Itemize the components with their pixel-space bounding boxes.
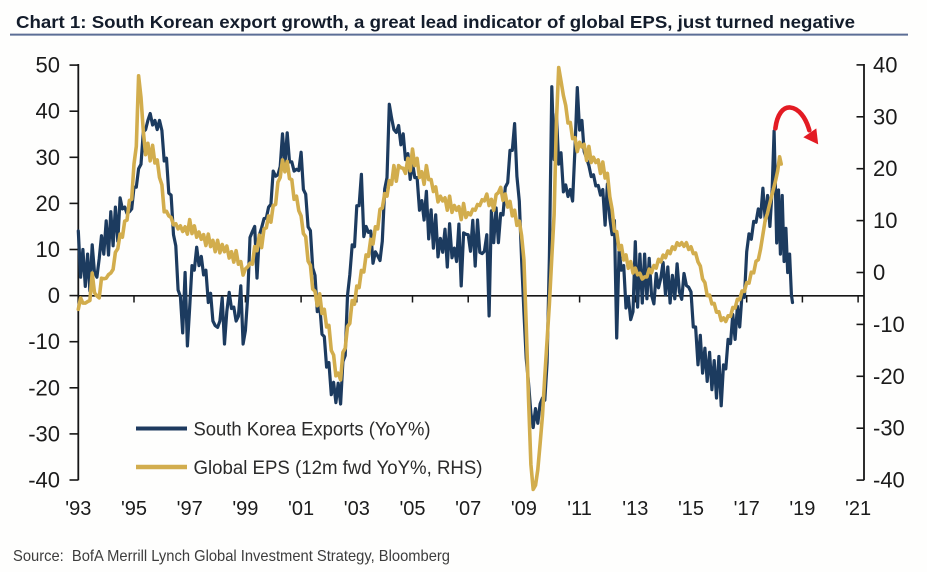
- svg-text:50: 50: [36, 53, 60, 78]
- svg-text:'95: '95: [121, 498, 147, 520]
- svg-text:'21: '21: [845, 498, 871, 520]
- svg-text:'05: '05: [399, 498, 425, 520]
- svg-text:'07: '07: [455, 498, 481, 520]
- svg-text:10: 10: [873, 208, 897, 233]
- svg-text:0: 0: [873, 260, 885, 285]
- svg-text:'97: '97: [177, 498, 203, 520]
- svg-text:South Korea Exports (YoY%): South Korea Exports (YoY%): [194, 419, 431, 441]
- svg-text:-30: -30: [28, 421, 60, 446]
- svg-text:'99: '99: [232, 498, 258, 520]
- svg-text:-10: -10: [873, 312, 905, 337]
- svg-text:Global EPS (12m fwd YoY%, RHS): Global EPS (12m fwd YoY%, RHS): [194, 457, 483, 479]
- svg-text:'15: '15: [678, 498, 704, 520]
- svg-text:-20: -20: [28, 375, 60, 400]
- svg-text:'19: '19: [789, 498, 815, 520]
- svg-text:-40: -40: [28, 468, 60, 493]
- svg-text:0: 0: [48, 283, 60, 308]
- svg-text:-10: -10: [28, 329, 60, 354]
- svg-text:Chart 1: South Korean export g: Chart 1: South Korean export growth, a g…: [16, 12, 855, 32]
- svg-text:'03: '03: [344, 498, 370, 520]
- svg-text:20: 20: [36, 191, 60, 216]
- svg-text:'01: '01: [288, 498, 314, 520]
- svg-text:40: 40: [36, 99, 60, 124]
- svg-text:40: 40: [873, 52, 897, 77]
- svg-text:20: 20: [873, 156, 897, 181]
- svg-text:10: 10: [36, 237, 60, 262]
- svg-text:'11: '11: [567, 498, 592, 520]
- svg-text:'13: '13: [622, 498, 648, 520]
- svg-text:'93: '93: [65, 498, 91, 520]
- svg-text:-40: -40: [873, 468, 905, 493]
- svg-text:Source: BofA Merrill Lynch Gl: Source: BofA Merrill Lynch Global Invest…: [13, 548, 450, 565]
- svg-text:-30: -30: [873, 416, 905, 441]
- svg-text:'17: '17: [734, 498, 760, 520]
- svg-text:30: 30: [36, 145, 60, 170]
- svg-text:-20: -20: [873, 364, 905, 389]
- svg-text:30: 30: [873, 104, 897, 129]
- svg-text:'09: '09: [511, 498, 537, 520]
